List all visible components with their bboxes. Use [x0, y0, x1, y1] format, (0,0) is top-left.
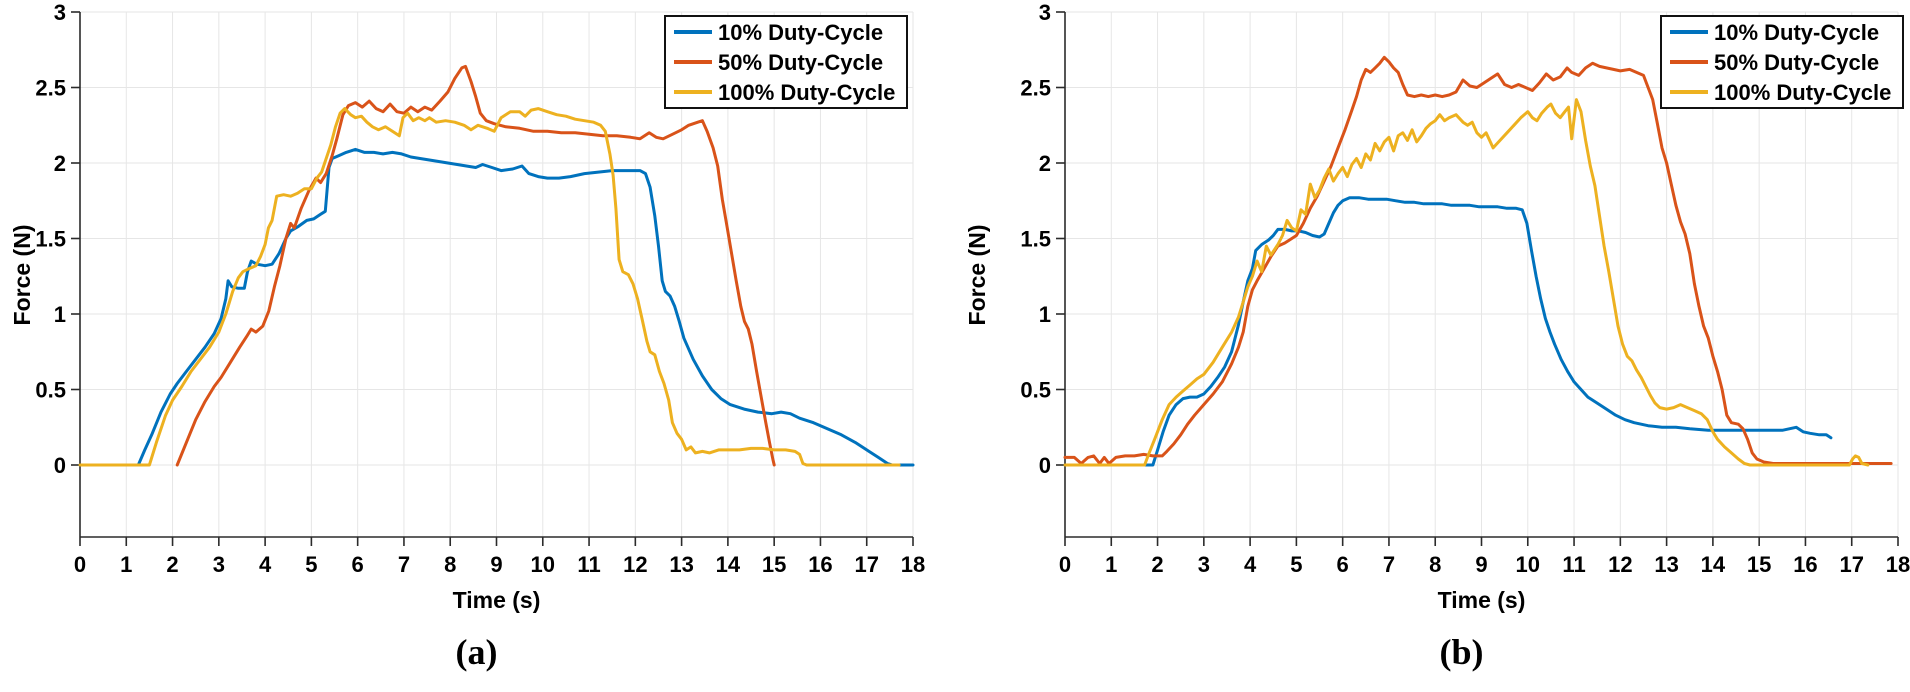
y-tick-label: 0.5 [1020, 378, 1051, 403]
x-tick-label: 14 [716, 552, 741, 577]
x-tick-label: 13 [669, 552, 693, 577]
legend-label: 50% Duty-Cycle [718, 50, 883, 75]
x-tick-label: 16 [808, 552, 832, 577]
x-tick-label: 8 [1429, 552, 1441, 577]
series-lines [78, 64, 915, 467]
x-tick-label: 10 [1516, 552, 1540, 577]
legend-label: 10% Duty-Cycle [718, 20, 883, 45]
panel-b: 0 1 2 3 4 5 6 7 8 9 10 11 12 13 14 15 16 17 1800.511.522.5… [964, 0, 1910, 672]
x-tick-label: 14 [1701, 552, 1726, 577]
legend-label: 100% Duty-Cycle [1714, 80, 1891, 105]
y-axis-label: Force (N) [9, 225, 35, 326]
axes [1056, 11, 1899, 546]
axes [71, 11, 914, 546]
series-line-100-duty-cycle [78, 107, 901, 467]
x-tick-label: 5 [1290, 552, 1302, 577]
y-tick-label: 2 [1039, 151, 1051, 176]
legend-label: 50% Duty-Cycle [1714, 50, 1879, 75]
x-tick-label: 2 [166, 552, 178, 577]
x-tick-label: 8 [444, 552, 456, 577]
x-tick-label: 16 [1793, 552, 1817, 577]
x-tick-label: 1 [120, 552, 132, 577]
legend: 10% Duty-Cycle 50% Duty-Cycle 100% Duty-Cy… [1660, 15, 1904, 109]
y-tick-label: 0 [54, 453, 66, 478]
x-tick-label: 10 [531, 552, 555, 577]
tick-labels: 0 1 2 3 4 5 6 7 8 9 10 11 12 13 14 15 16 17 1800.511.522.5… [1020, 0, 1910, 577]
x-tick-label: 9 [490, 552, 502, 577]
x-tick-label: 12 [623, 552, 647, 577]
x-tick-label: 11 [1562, 552, 1585, 577]
y-tick-label: 1 [1039, 302, 1051, 327]
x-tick-label: 6 [352, 552, 364, 577]
legend: 10% Duty-Cycle 50% Duty-Cycle 100% Duty-Cy… [664, 15, 908, 109]
x-tick-label: 5 [305, 552, 317, 577]
y-tick-label: 0 [1039, 453, 1051, 478]
x-tick-label: 6 [1337, 552, 1349, 577]
y-tick-label: 2.5 [1020, 76, 1051, 101]
x-tick-label: 4 [259, 552, 272, 577]
series-line-50-duty-cycle [1063, 55, 1893, 465]
x-tick-label: 17 [854, 552, 878, 577]
panel-caption: (b) [1440, 632, 1484, 672]
x-tick-label: 7 [1383, 552, 1395, 577]
x-tick-label: 17 [1839, 552, 1863, 577]
legend-label: 100% Duty-Cycle [718, 80, 895, 105]
y-tick-label: 2 [54, 151, 66, 176]
series-line-10-duty-cycle [1063, 196, 1833, 467]
x-tick-label: 18 [1886, 552, 1910, 577]
tick-labels: 0 1 2 3 4 5 6 7 8 9 10 11 12 13 14 15 16 17 1800.511.522.5… [35, 0, 925, 577]
x-tick-label: 13 [1654, 552, 1678, 577]
y-tick-label: 1 [54, 302, 66, 327]
x-tick-label: 9 [1475, 552, 1487, 577]
x-tick-label: 3 [1198, 552, 1210, 577]
x-axis-label: Time (s) [453, 587, 541, 613]
series-line-100-duty-cycle [1063, 98, 1870, 467]
x-tick-label: 12 [1608, 552, 1632, 577]
series-lines [1063, 55, 1893, 467]
y-tick-label: 2.5 [35, 76, 66, 101]
series-line-50-duty-cycle [175, 64, 776, 467]
x-tick-label: 11 [577, 552, 600, 577]
legend-label: 10% Duty-Cycle [1714, 20, 1879, 45]
x-tick-label: 3 [213, 552, 225, 577]
x-axis-label: Time (s) [1438, 587, 1526, 613]
y-tick-label: 3 [1039, 0, 1051, 25]
gridlines [79, 11, 914, 537]
x-tick-label: 2 [1151, 552, 1163, 577]
y-tick-label: 1.5 [35, 227, 66, 252]
y-axis-label: Force (N) [964, 225, 990, 326]
y-tick-label: 0.5 [35, 378, 66, 403]
x-tick-label: 0 [1059, 552, 1071, 577]
y-tick-label: 1.5 [1020, 227, 1051, 252]
y-tick-label: 3 [54, 0, 66, 25]
x-tick-label: 18 [901, 552, 925, 577]
x-tick-label: 1 [1105, 552, 1117, 577]
x-tick-label: 0 [74, 552, 86, 577]
panel-caption: (a) [456, 632, 498, 672]
x-tick-label: 15 [762, 552, 786, 577]
x-tick-label: 7 [398, 552, 410, 577]
panel-a: 0 1 2 3 4 5 6 7 8 9 10 11 12 13 14 15 16 17 1800.511.522.5… [9, 0, 925, 672]
x-tick-label: 15 [1747, 552, 1771, 577]
x-tick-label: 4 [1244, 552, 1257, 577]
